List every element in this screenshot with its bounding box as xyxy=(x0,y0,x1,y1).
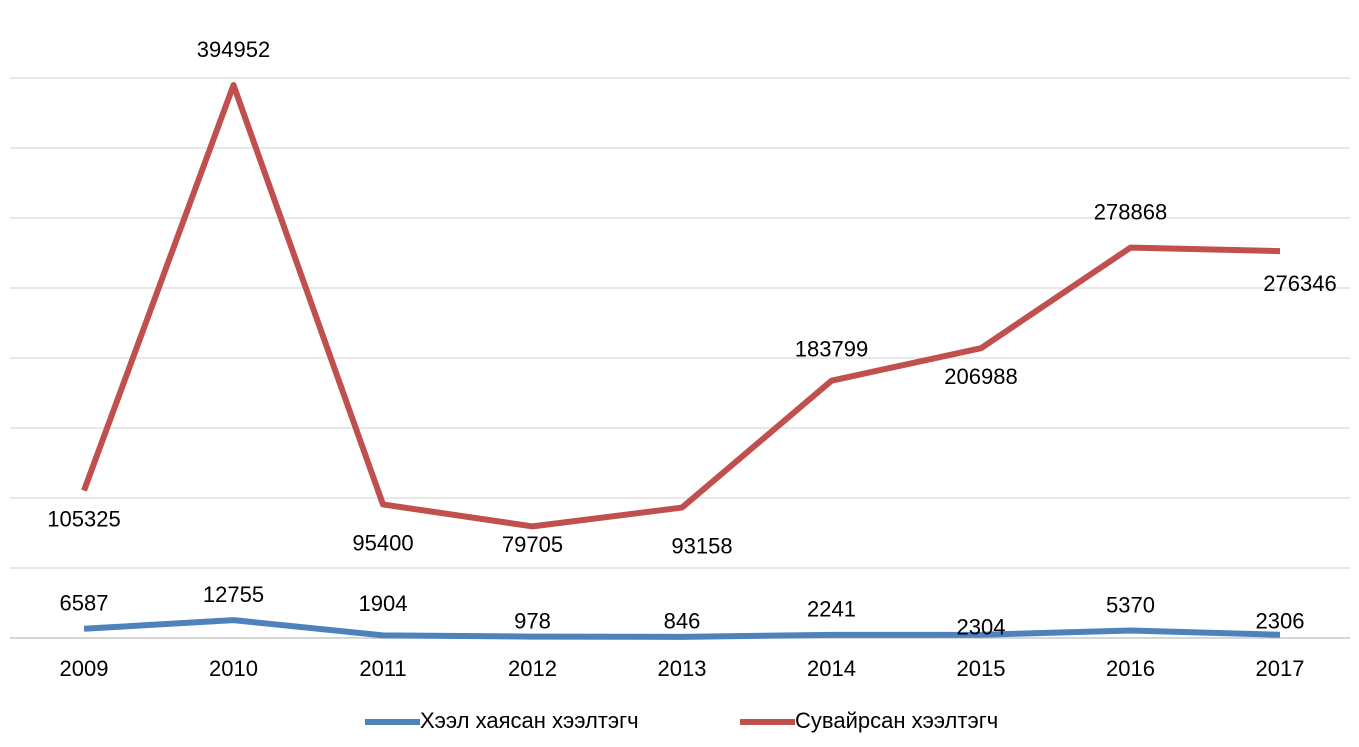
x-tick-label: 2009 xyxy=(60,656,109,681)
data-label: 2241 xyxy=(807,597,856,622)
data-label: 105325 xyxy=(47,506,120,531)
data-label: 6587 xyxy=(60,591,109,616)
x-tick-label: 2013 xyxy=(658,656,707,681)
x-tick-label: 2012 xyxy=(508,656,557,681)
data-label: 276346 xyxy=(1263,271,1336,296)
data-label: 12755 xyxy=(203,582,264,607)
data-label: 93158 xyxy=(671,533,732,558)
series-line xyxy=(83,617,1281,640)
data-label: 2304 xyxy=(957,615,1006,640)
x-tick-label: 2011 xyxy=(359,656,406,681)
x-tick-label: 2015 xyxy=(957,656,1006,681)
data-label: 278868 xyxy=(1094,199,1167,224)
x-tick-label: 2010 xyxy=(209,656,258,681)
data-label: 206988 xyxy=(944,364,1017,389)
data-label: 79705 xyxy=(502,532,563,557)
data-label: 95400 xyxy=(352,530,413,555)
x-tick-label: 2014 xyxy=(807,656,856,681)
data-label: 183799 xyxy=(795,336,868,361)
data-label: 2306 xyxy=(1256,609,1305,634)
legend-label: Хээл хаясан хээлтэгч xyxy=(420,708,639,733)
series-line xyxy=(81,82,1281,530)
data-label: 394952 xyxy=(197,37,270,62)
x-tick-label: 2016 xyxy=(1106,656,1155,681)
data-label: 1904 xyxy=(359,591,408,616)
data-label: 846 xyxy=(664,609,701,634)
data-label: 978 xyxy=(514,608,551,633)
x-tick-label: 2017 xyxy=(1256,656,1305,681)
data-label: 5370 xyxy=(1106,592,1155,617)
legend-label: Сувайрсан хээлтэгч xyxy=(795,708,998,733)
